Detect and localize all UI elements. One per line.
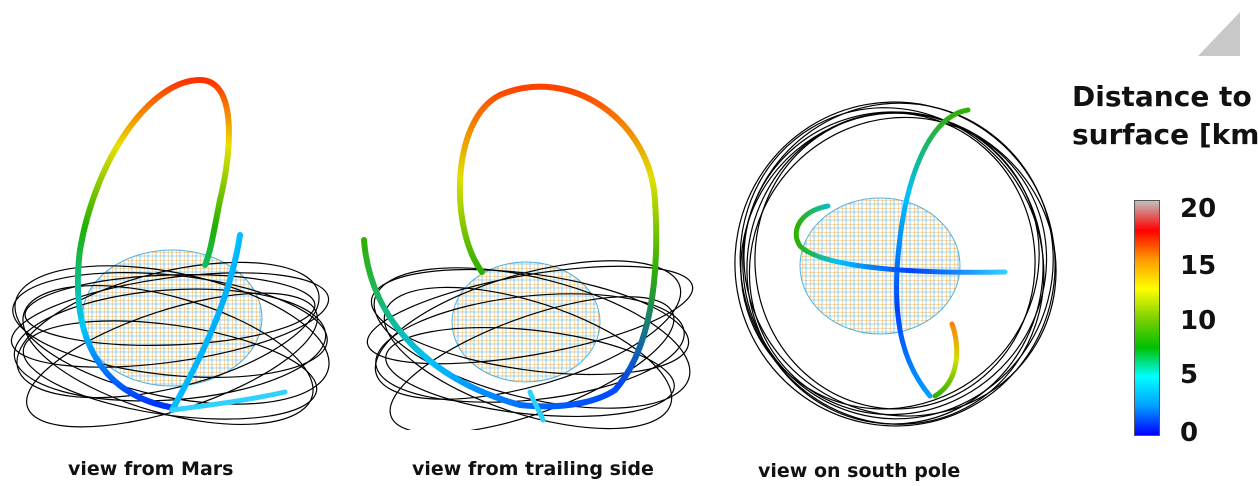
- trajectory-arc-2: [169, 232, 243, 413]
- colorbar-tick-10: 10: [1180, 306, 1217, 336]
- trajectory-arc-1: [456, 83, 660, 393]
- colorbar-tick-0: 0: [1180, 418, 1199, 448]
- trajectory-arc-2: [793, 203, 1008, 275]
- trajectory-arc-3: [527, 389, 546, 423]
- colorbar: [1134, 200, 1160, 436]
- legend-title-line-1: Distance to: [1072, 80, 1252, 113]
- trajectory-arc-1: [894, 107, 971, 399]
- colorbar-tick-5: 5: [1180, 360, 1199, 390]
- legend-title-line-2: surface [km]: [1072, 118, 1258, 151]
- orbit-plot-south-pole: [734, 101, 1057, 427]
- trajectory-arc-2: [361, 237, 618, 410]
- panel-view-from-mars: [0, 60, 340, 430]
- panel-view-on-south-pole: [730, 96, 1070, 436]
- phobos-body: [451, 261, 601, 383]
- colorbar-tick-20: 20: [1180, 194, 1217, 224]
- caption-view-from-mars: view from Mars: [68, 458, 234, 480]
- trajectory-arc-3: [169, 389, 288, 413]
- caption-view-on-south-pole: view on south pole: [758, 460, 961, 482]
- caption-view-from-trailing-side: view from trailing side: [412, 458, 654, 480]
- legend-title: Distance to surface [km]: [1072, 78, 1258, 154]
- orbit-plot-mars: [10, 76, 330, 428]
- orbit-lines: [10, 261, 330, 428]
- trajectory-arc-3: [932, 321, 960, 399]
- panel-view-from-trailing-side: [350, 60, 720, 430]
- orbit-lines: [734, 101, 1057, 427]
- trajectory-arc-1: [74, 76, 232, 411]
- colorbar-tick-15: 15: [1180, 251, 1217, 281]
- corner-arrow-icon: [1198, 12, 1240, 56]
- orbit-plot-trailing: [361, 83, 694, 430]
